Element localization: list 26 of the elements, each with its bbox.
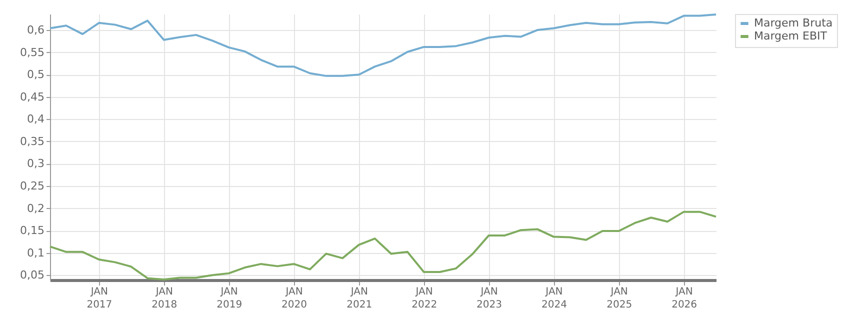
- x-tick-label: JAN 2020: [282, 286, 307, 310]
- line-series: [49, 210, 717, 281]
- x-tick-label: JAN 2018: [152, 286, 178, 310]
- y-tick-label: 0,1: [27, 246, 44, 260]
- y-tick-label: 0,3: [27, 157, 44, 170]
- y-tick-label: 0,25: [20, 179, 44, 192]
- y-tick-label: 0,05: [20, 268, 44, 282]
- x-tick-label: JAN 2021: [346, 286, 372, 310]
- legend-label: Margem Bruta: [754, 16, 833, 30]
- y-tick-label: 0,6: [27, 24, 44, 37]
- x-tick-label: JAN 2019: [216, 286, 242, 310]
- x-tick-label: JAN 2026: [672, 286, 698, 310]
- y-tick-label: 0,2: [27, 202, 44, 215]
- y-tick-label: 0,4: [27, 112, 44, 126]
- x-tick-label: JAN 2023: [476, 286, 502, 310]
- y-tick-label: 0,15: [20, 224, 44, 238]
- y-tick-label: 0,45: [20, 90, 44, 104]
- legend-label: Margem EBIT: [754, 30, 828, 42]
- line-series: [49, 13, 717, 77]
- x-tick-label: JAN 2017: [86, 286, 112, 310]
- x-tick-label: JAN 2024: [542, 286, 567, 310]
- x-tick-label: JAN 2025: [606, 286, 632, 310]
- y-tick-label: 0,5: [27, 68, 44, 82]
- y-tick-label: 0,55: [20, 46, 44, 59]
- y-tick-label: 0,35: [20, 134, 44, 148]
- x-tick-label: JAN 2022: [412, 286, 438, 310]
